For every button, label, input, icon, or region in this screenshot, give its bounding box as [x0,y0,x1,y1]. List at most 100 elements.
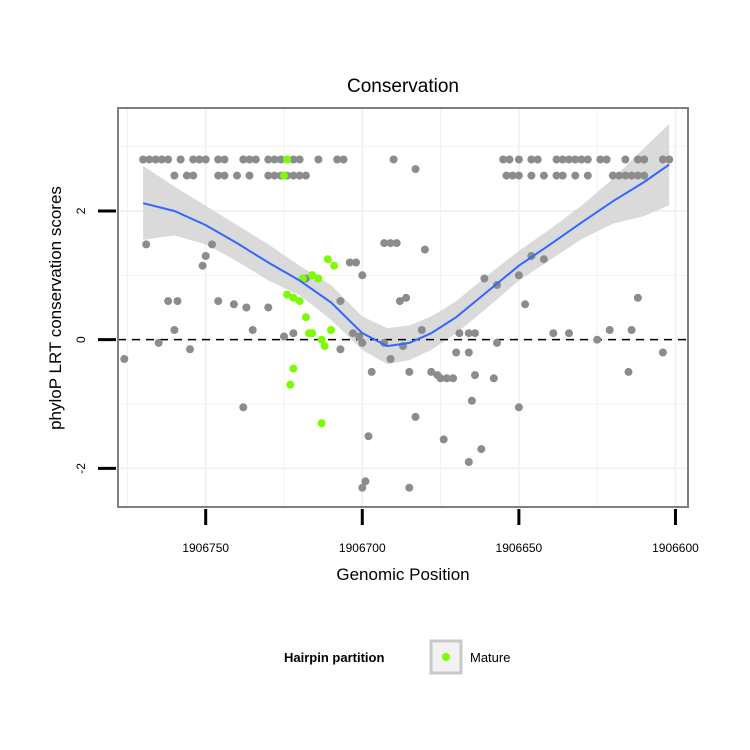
point-other [189,171,198,180]
point-other [608,171,617,180]
point-other [214,155,223,164]
point-other [233,171,241,180]
point-other [405,483,414,492]
point-other [201,155,210,164]
point-mature [317,419,326,428]
point-other [164,155,173,164]
point-mature [323,255,332,264]
point-other [464,329,473,338]
y-tick-label: -2 [74,463,88,474]
point-other [276,155,285,164]
point-other [358,338,367,347]
point-other [658,155,667,164]
point-other [295,155,304,164]
point-other [411,412,420,421]
point-other [449,374,458,383]
point-other [539,171,548,180]
point-other [527,171,536,180]
point-other [527,155,536,164]
point-mature [286,380,295,389]
point-other [264,155,273,164]
point-other [314,155,323,164]
legend: Hairpin partition Mature [284,639,510,675]
point-other [521,300,530,309]
point-other [549,329,558,338]
point-other [248,326,257,334]
point-other [336,345,345,354]
point-other [264,171,273,180]
point-mature [289,293,298,302]
x-tick-label: 1906650 [496,541,543,555]
point-other [151,155,160,164]
point-other [358,483,367,492]
point-other [502,171,511,180]
point-other [508,171,517,180]
point-other [220,171,229,180]
point-other [348,329,357,338]
point-other [264,303,273,312]
point-other [602,155,611,164]
point-mature [314,274,323,283]
point-other [358,271,367,280]
point-other [270,155,279,164]
point-other [301,171,310,180]
plot-background [118,108,688,507]
point-other [565,155,573,164]
point-other [615,171,624,180]
legend-label-mature: Mature [470,650,510,665]
point-mature [283,290,292,299]
point-other [452,348,461,357]
point-mature [283,155,292,164]
point-other [505,155,514,164]
plot-panel [117,107,689,508]
point-other [514,171,523,180]
point-other [539,255,548,264]
point-other [514,271,523,280]
point-other [214,171,223,180]
smooth-trend-line [142,163,670,348]
point-other [552,171,561,180]
point-other [333,155,342,164]
point-mature [308,271,317,280]
point-other [455,329,464,338]
point-other [552,155,561,164]
point-other [489,374,498,383]
point-other [364,432,373,441]
point-other [558,155,567,164]
point-other [427,367,436,376]
y-axis: -2 0 2 [74,207,116,474]
point-other [157,155,166,164]
point-other [402,293,411,302]
point-other [214,297,223,306]
point-other [389,155,398,164]
point-other [464,458,473,466]
point-other [242,303,251,312]
point-other [605,326,614,334]
y-tick-label: 0 [74,336,88,343]
y-axis-title: phyloP LRT conservation scores [46,186,65,430]
point-mature [289,364,298,373]
point-other [471,371,479,380]
point-other [571,171,580,180]
x-tick-label: 1906700 [339,541,386,555]
point-other [182,171,191,180]
point-other [436,374,445,383]
point-other [533,155,542,164]
point-other [558,171,567,180]
point-other [189,155,198,164]
point-other [270,171,279,180]
point-other [336,297,345,306]
point-other [245,171,254,180]
point-other [355,332,364,341]
x-tick-label: 1906750 [182,541,229,555]
data-points [120,155,674,492]
confidence-ribbon [143,124,670,365]
point-other [464,348,473,357]
point-other [471,329,479,338]
legend-title: Hairpin partition [284,650,384,665]
y-tick-label: 2 [74,207,88,214]
point-other [514,155,523,164]
point-other [380,239,389,248]
point-other [186,345,194,354]
